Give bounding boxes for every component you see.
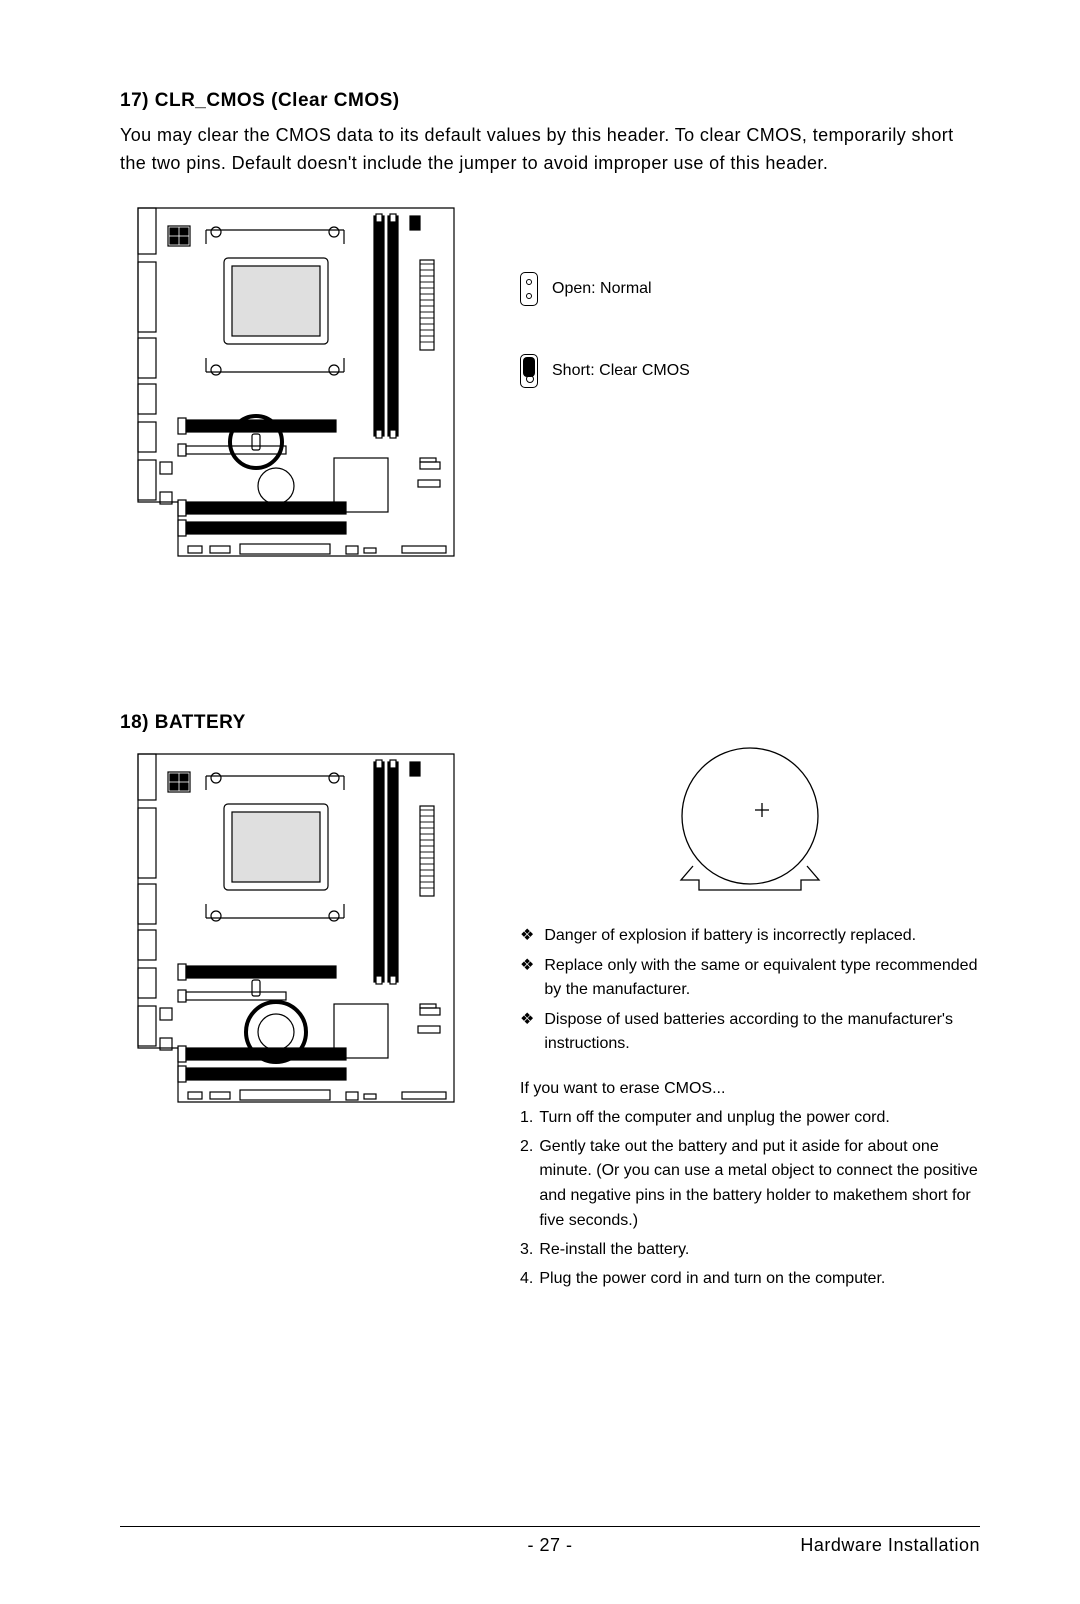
page-number: - 27 -: [527, 1535, 572, 1556]
step-4: 4.Plug the power cord in and turn on the…: [520, 1267, 980, 1292]
bullet-icon: ❖: [520, 954, 534, 1002]
erase-cmos-intro: If you want to erase CMOS...: [520, 1080, 980, 1098]
motherboard-diagram-17: [120, 202, 460, 562]
bullet-2-text: Replace only with the same or equivalent…: [544, 954, 980, 1002]
jumper-open-icon: [520, 272, 538, 306]
bullet-3: ❖ Dispose of used batteries according to…: [520, 1008, 980, 1056]
step-3-text: Re-install the battery.: [539, 1238, 689, 1263]
section-18-right: ❖ Danger of explosion if battery is inco…: [520, 748, 980, 1296]
section-18-columns: ❖ Danger of explosion if battery is inco…: [120, 748, 980, 1296]
jumper-short-label: Short: Clear CMOS: [552, 362, 690, 380]
footer-title: Hardware Installation: [800, 1535, 980, 1556]
bullet-3-text: Dispose of used batteries according to t…: [544, 1008, 980, 1056]
mobo-svg-17: [120, 202, 460, 562]
motherboard-diagram-18: [120, 748, 460, 1108]
step-4-text: Plug the power cord in and turn on the c…: [539, 1267, 885, 1292]
jumper-open-row: Open: Normal: [520, 272, 690, 306]
section-18: 18) BATTERY: [120, 712, 980, 1296]
section-17-heading: 17) CLR_CMOS (Clear CMOS): [120, 90, 980, 112]
battery-illustration: [520, 738, 980, 898]
section-17-columns: Open: Normal Short: Clear CMOS: [120, 202, 980, 562]
bullet-1-text: Danger of explosion if battery is incorr…: [544, 924, 916, 948]
jumper-short-row: Short: Clear CMOS: [520, 354, 690, 388]
warning-bullets: ❖ Danger of explosion if battery is inco…: [520, 924, 980, 1056]
page-footer: - 27 - Hardware Installation: [120, 1526, 980, 1556]
jumper-short-icon: [520, 354, 538, 388]
bullet-2: ❖ Replace only with the same or equivale…: [520, 954, 980, 1002]
mobo-svg-18: [120, 748, 460, 1108]
section-17-body: You may clear the CMOS data to its defau…: [120, 122, 980, 178]
jumper-open-label: Open: Normal: [552, 280, 652, 298]
bullet-1: ❖ Danger of explosion if battery is inco…: [520, 924, 980, 948]
step-2: 2.Gently take out the battery and put it…: [520, 1135, 980, 1234]
jumper-legend: Open: Normal Short: Clear CMOS: [520, 202, 690, 436]
step-1-text: Turn off the computer and unplug the pow…: [539, 1106, 889, 1131]
battery-svg: [665, 738, 835, 898]
erase-cmos-steps: 1.Turn off the computer and unplug the p…: [520, 1106, 980, 1292]
bullet-icon: ❖: [520, 1008, 534, 1056]
step-3: 3.Re-install the battery.: [520, 1238, 980, 1263]
step-2-text: Gently take out the battery and put it a…: [539, 1135, 980, 1234]
step-1: 1.Turn off the computer and unplug the p…: [520, 1106, 980, 1131]
section-18-heading: 18) BATTERY: [120, 712, 980, 734]
section-17: 17) CLR_CMOS (Clear CMOS) You may clear …: [120, 90, 980, 562]
bullet-icon: ❖: [520, 924, 534, 948]
